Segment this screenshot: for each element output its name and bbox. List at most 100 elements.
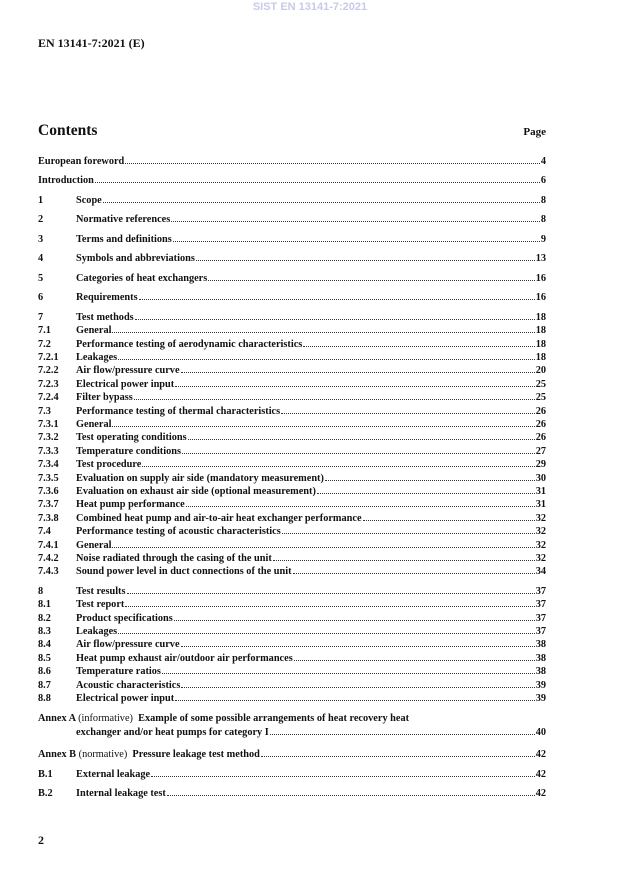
toc-entry[interactable]: 6 Requirements 16	[38, 291, 546, 304]
toc-entry[interactable]: 7.2 Performance testing of aerodynamic ch…	[38, 338, 546, 351]
toc-entry[interactable]: 7.3.7 Heat pump performance 31	[38, 498, 546, 511]
annex-label: Annex A	[38, 713, 76, 725]
dot-leader	[151, 775, 535, 777]
section-title: Introduction	[38, 175, 94, 187]
page-number: 18	[535, 311, 546, 323]
toc-entry[interactable]: 7.4.2 Noise radiated through the casing o…	[38, 552, 546, 565]
toc-entry[interactable]: Introduction 6	[38, 174, 546, 187]
section-title: Test operating conditions	[76, 432, 187, 444]
toc-entry[interactable]: 7.1 General 18	[38, 324, 546, 337]
toc-entry[interactable]: 8.5 Heat pump exhaust air/outdoor air per…	[38, 652, 546, 665]
toc-entry[interactable]: 4 Symbols and abbreviations 13	[38, 252, 546, 265]
page-number: 27	[535, 445, 546, 457]
section-number: 7.2	[38, 338, 51, 350]
toc-entry[interactable]: 8.2 Product specifications 37	[38, 612, 546, 625]
section-number: 4	[38, 253, 44, 265]
toc-entry[interactable]: 7.4 Performance testing of acoustic chara…	[38, 525, 546, 538]
section-number: B.1	[38, 768, 53, 780]
toc-entry[interactable]: 8.8 Electrical power input 39	[38, 692, 546, 705]
page-number: 32	[535, 526, 546, 538]
toc-entry[interactable]: 8.3 Leakages 37	[38, 625, 546, 638]
dot-leader	[293, 659, 535, 661]
section-title: Acoustic characteristics	[76, 679, 181, 691]
toc-entry[interactable]: 7.3.8 Combined heat pump and air-to-air h…	[38, 512, 546, 525]
page-number: 37	[535, 599, 546, 611]
section-number: 8.6	[38, 666, 51, 678]
section-number: 7.2.3	[38, 378, 59, 390]
toc-entry[interactable]: 7.3.4 Test procedure 29	[38, 458, 546, 471]
table-of-contents: European foreword 4 Introduction 6 1 Scope 8 2 N…	[38, 155, 546, 800]
toc-entry[interactable]: 7.3.1 General 26	[38, 418, 546, 431]
section-number: 5	[38, 272, 44, 284]
page-number: 29	[535, 459, 546, 471]
annex-label: Annex B	[38, 749, 77, 761]
dot-leader	[303, 345, 535, 347]
dot-leader	[316, 492, 535, 494]
section-number: 7.4.1	[38, 539, 59, 551]
toc-entry[interactable]: European foreword 4	[38, 155, 546, 168]
dot-leader	[181, 686, 535, 688]
toc-entry[interactable]: 5 Categories of heat exchangers 16	[38, 272, 546, 285]
toc-entry[interactable]: 7.2.4 Filter bypass 25	[38, 391, 546, 404]
dot-leader	[260, 756, 535, 758]
section-title: Air flow/pressure curve	[76, 365, 180, 377]
toc-entry[interactable]: 8.7 Acoustic characteristics 39	[38, 679, 546, 692]
dot-leader	[166, 795, 535, 797]
toc-entry[interactable]: 7.4.3 Sound power level in duct connectio…	[38, 565, 546, 578]
page-number: 8	[540, 194, 546, 206]
page-number: 18	[535, 352, 546, 364]
toc-entry[interactable]: 7.2.3 Electrical power input 25	[38, 378, 546, 391]
section-title: Performance testing of thermal character…	[76, 405, 281, 417]
toc-entry[interactable]: 1 Scope 8	[38, 194, 546, 207]
page-number: 16	[535, 272, 546, 284]
toc-entry[interactable]: 2 Normative references 8	[38, 213, 546, 226]
toc-entry[interactable]: 7.3.2 Test operating conditions 26	[38, 431, 546, 444]
section-title: Air flow/pressure curve	[76, 639, 180, 651]
section-number: 7.3.7	[38, 499, 59, 511]
watermark: SIST EN 13141-7:2021	[252, 1, 368, 13]
dot-leader	[125, 606, 535, 608]
page-number: 42	[535, 768, 546, 780]
toc-entry[interactable]: 7 Test methods 18	[38, 311, 546, 324]
toc-entry[interactable]: B.2 Internal leakage test 42	[38, 787, 546, 800]
section-number: 7.2.4	[38, 392, 59, 404]
toc-entry[interactable]: 7.4.1 General 32	[38, 539, 546, 552]
page-number: 42	[535, 788, 546, 800]
toc-entry-annex-a[interactable]: Annex A (informative) Example of some po…	[38, 712, 546, 739]
toc-entry[interactable]: 7.3.6 Evaluation on exhaust air side (opt…	[38, 485, 546, 498]
section-number: 7.4.2	[38, 552, 59, 564]
toc-entry-annex-b[interactable]: Annex B (normative) Pressure leakage tes…	[38, 748, 546, 761]
page-number: 8	[540, 214, 546, 226]
toc-entry[interactable]: 7.3 Performance testing of thermal charac…	[38, 405, 546, 418]
page-number: 32	[535, 552, 546, 564]
toc-entry[interactable]: 8.4 Air flow/pressure curve 38	[38, 638, 546, 651]
toc-entry[interactable]: B.1 External leakage 42	[38, 768, 546, 781]
page-number: 37	[535, 625, 546, 637]
section-title: General	[76, 539, 112, 551]
toc-entry[interactable]: 7.3.5 Evaluation on supply air side (mand…	[38, 472, 546, 485]
toc-entry[interactable]: 8 Test results 37	[38, 585, 546, 598]
section-title: Leakages	[76, 625, 118, 637]
page-number: 32	[535, 512, 546, 524]
toc-entry[interactable]: 7.2.1 Leakages 18	[38, 351, 546, 364]
dot-leader	[175, 385, 535, 387]
page-number: 13	[535, 253, 546, 265]
dot-leader	[175, 699, 535, 701]
dot-leader	[102, 201, 540, 203]
toc-entry[interactable]: 8.1 Test report 37	[38, 598, 546, 611]
page-number: 9	[540, 233, 546, 245]
section-title: External leakage	[76, 768, 151, 780]
section-number: 8	[38, 585, 44, 597]
section-number: 8.5	[38, 652, 51, 664]
toc-entry[interactable]: 8.6 Temperature ratios 38	[38, 665, 546, 678]
toc-entry[interactable]: 3 Terms and definitions 9	[38, 233, 546, 246]
section-title: Evaluation on exhaust air side (optional…	[76, 485, 316, 497]
toc-entry[interactable]: 7.3.3 Temperature conditions 27	[38, 445, 546, 458]
page-number: 42	[535, 749, 546, 761]
page-number: 6	[540, 175, 546, 187]
section-title: Electrical power input	[76, 692, 175, 704]
annex-type: (normative)	[78, 749, 128, 761]
section-number: 7.1	[38, 325, 51, 337]
toc-entry[interactable]: 7.2.2 Air flow/pressure curve 20	[38, 364, 546, 377]
page-number: 20	[535, 365, 546, 377]
